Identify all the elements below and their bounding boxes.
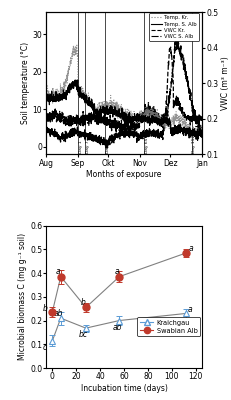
Legend: Temp. Kr., Temp. S. Alb, VWC Kr., VWC S. Alb: Temp. Kr., Temp. S. Alb, VWC Kr., VWC S.… bbox=[148, 13, 198, 41]
Y-axis label: Soil temperature (°C): Soil temperature (°C) bbox=[21, 42, 30, 124]
Text: Day 112: Day 112 bbox=[192, 134, 196, 152]
Text: a: a bbox=[187, 305, 191, 314]
Text: a: a bbox=[188, 244, 193, 253]
Text: a: a bbox=[114, 267, 119, 276]
Y-axis label: VWC (m³ m⁻³): VWC (m³ m⁻³) bbox=[220, 56, 229, 110]
Legend: Kraichgau, Swabian Alb: Kraichgau, Swabian Alb bbox=[137, 317, 199, 336]
X-axis label: Incubation time (days): Incubation time (days) bbox=[80, 384, 167, 393]
X-axis label: Months of exposure: Months of exposure bbox=[86, 170, 161, 179]
Text: b: b bbox=[43, 304, 47, 314]
Text: Day 65: Day 65 bbox=[144, 137, 148, 152]
Text: ab: ab bbox=[53, 309, 63, 318]
Y-axis label: Microbial biomass C (mg g⁻¹ soil): Microbial biomass C (mg g⁻¹ soil) bbox=[18, 233, 27, 360]
Text: Day 1: Day 1 bbox=[78, 140, 82, 152]
Text: bc: bc bbox=[79, 330, 88, 339]
Text: Day 7: Day 7 bbox=[85, 140, 89, 152]
Text: c: c bbox=[43, 343, 47, 352]
Text: b: b bbox=[81, 298, 85, 307]
Text: ab: ab bbox=[112, 323, 121, 332]
Text: Day 27: Day 27 bbox=[106, 137, 110, 152]
Text: a: a bbox=[56, 267, 61, 276]
